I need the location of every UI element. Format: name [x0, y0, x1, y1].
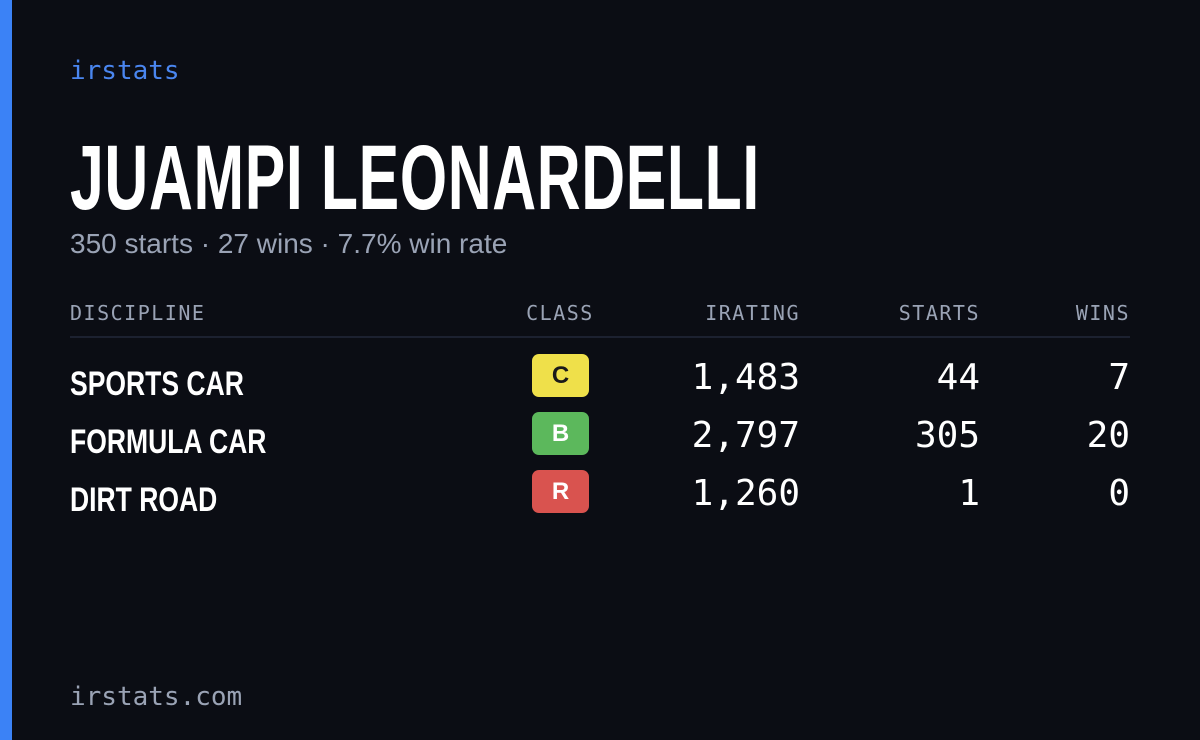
wins-value: 20	[1086, 415, 1130, 456]
column-header: DISCIPLINE	[70, 301, 206, 325]
brand: irstats	[70, 56, 180, 86]
class-badge: B	[532, 412, 589, 455]
column-header: STARTS	[898, 301, 980, 325]
starts-value: 305	[914, 415, 980, 456]
footer-link: irstats.com	[70, 682, 243, 712]
discipline: FORMULA CAR	[70, 423, 267, 461]
column-header: WINS	[1075, 301, 1130, 325]
accent-stripe	[0, 0, 12, 740]
header-rule	[70, 336, 1130, 338]
discipline: DIRT ROAD	[70, 481, 218, 519]
starts-value: 1	[958, 473, 980, 514]
class-badge: R	[532, 470, 589, 513]
irating-value: 1,483	[691, 357, 800, 398]
wins-value: 0	[1108, 473, 1130, 514]
summary: 350 starts · 27 wins · 7.7% win rate	[70, 228, 508, 259]
player-name: JUAMPI LEONARDELLI	[70, 127, 760, 229]
column-header: IRATING	[705, 301, 800, 325]
class-badge: C	[532, 354, 589, 397]
irating-value: 1,260	[691, 473, 800, 514]
starts-value: 44	[936, 357, 980, 398]
irating-value: 2,797	[691, 415, 800, 456]
discipline: SPORTS CAR	[70, 365, 244, 403]
column-header: CLASS	[526, 301, 594, 325]
wins-value: 7	[1108, 357, 1130, 398]
